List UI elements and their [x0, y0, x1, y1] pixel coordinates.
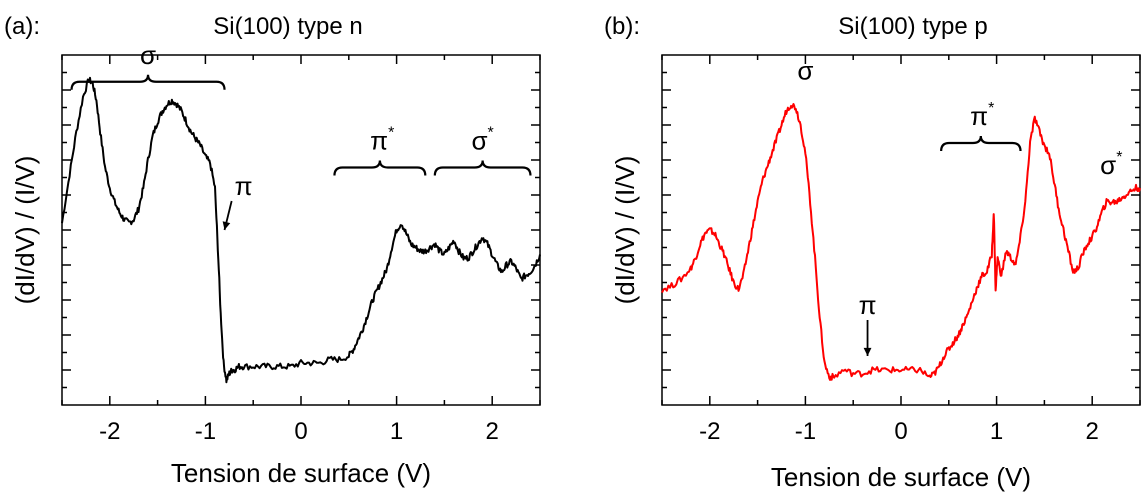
panel-a-y-axis-title: (dI/dV) / (I/V) [10, 156, 40, 305]
panel-b-x-tick-label: 1 [990, 418, 1003, 445]
panel-b-title: Si(100) type p [838, 13, 987, 40]
panel-b: (b): Si(100) type p -2 -1 0 1 2 σ π* σ* π Tensi… [604, 13, 1141, 492]
annotation-brace [70, 74, 226, 90]
panel-a: (a): Si(100) type n -2 -1 0 1 2 σ π* σ* π Tensi… [4, 13, 541, 488]
annotation-label: σ [140, 40, 156, 70]
panel-b-x-tick-label: 0 [894, 418, 907, 445]
annotation-brace [333, 160, 427, 176]
panel-b-annotations: σ π* σ* π [797, 56, 1122, 356]
annotation-label: σ* [1100, 149, 1122, 180]
panel-b-tag: (b): [604, 13, 640, 40]
panel-b-x-tick-label: -1 [795, 418, 816, 445]
panel-a-x-tick-label: -2 [99, 418, 120, 445]
panel-a-x-axis-title: Tension de surface (V) [171, 458, 431, 488]
panel-b-x-tick-label: -2 [699, 418, 720, 445]
annotation-arrow-head [863, 347, 872, 356]
annotation-brace [433, 160, 532, 176]
panel-b-tick-labels: -2 -1 0 1 2 [699, 418, 1099, 445]
panel-b-y-axis-title: (dI/dV) / (I/V) [610, 156, 640, 305]
panel-b-ticks [661, 55, 1141, 405]
annotation-label: π [859, 290, 877, 320]
panel-a-x-tick-label: 1 [390, 418, 403, 445]
annotation-label: π* [370, 125, 394, 156]
annotation-arrow-head [222, 221, 231, 230]
panel-b-x-axis-title: Tension de surface (V) [771, 462, 1031, 492]
panel-a-x-tick-label: 2 [486, 418, 499, 445]
panel-a-series-line [61, 76, 541, 384]
annotation-label: π* [970, 100, 994, 131]
panel-a-ticks [61, 55, 541, 405]
panel-a-annotations: σ π* σ* π [70, 40, 532, 231]
panel-b-series-line [661, 103, 1141, 381]
panel-a-tag: (a): [4, 13, 40, 40]
panel-b-plot-frame [661, 54, 1141, 406]
annotation-label: σ* [471, 125, 493, 156]
panel-a-title: Si(100) type n [213, 13, 362, 40]
panel-a-plot-frame [61, 54, 541, 406]
panel-a-x-tick-label: -1 [195, 418, 216, 445]
annotation-label: π [235, 171, 253, 201]
annotation-brace [940, 135, 1022, 152]
panel-b-x-tick-label: 2 [1086, 418, 1099, 445]
panel-a-tick-labels: -2 -1 0 1 2 [99, 418, 499, 445]
panel-a-x-tick-label: 0 [294, 418, 307, 445]
annotation-label: σ [797, 56, 813, 86]
